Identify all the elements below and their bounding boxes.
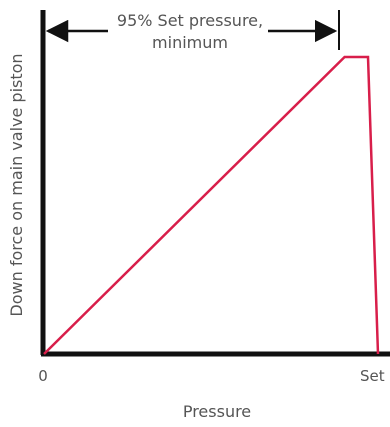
y-axis-label: Down force on main valve piston [7,53,26,316]
annotation-text-line1: 95% Set pressure, [117,11,263,30]
series-line [43,55,380,355]
x-axis-label: Pressure [183,402,251,421]
x-tick-label-set: Set [360,367,385,385]
annotation-text-line2: minimum [152,33,228,52]
x-tick-label-0: 0 [38,367,48,385]
